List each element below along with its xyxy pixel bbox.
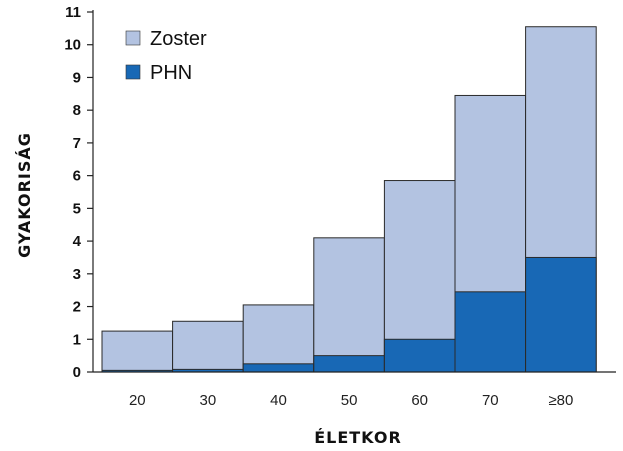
bars-group	[101, 26, 597, 373]
x-tick-label-0: 20	[129, 392, 146, 409]
x-tick-label-5: 70	[482, 392, 499, 409]
y-tick-label-4: 4	[73, 233, 82, 250]
bar-phn-6	[525, 256, 597, 373]
bar-phn-4	[383, 338, 456, 373]
bar-zoster-0	[101, 330, 174, 373]
x-tick-label-1: 30	[200, 392, 217, 409]
y-ticks-group: 0 1 2 3 4 5 6 7 8 9 10 11	[64, 4, 93, 381]
legend-swatch-phn	[125, 64, 141, 80]
y-tick-label-11: 11	[65, 4, 81, 21]
y-tick-label-3: 3	[73, 266, 81, 283]
x-tick-label-6: ≥80	[548, 392, 573, 409]
bar-zoster-3	[313, 237, 385, 373]
bar-phn-5	[454, 291, 527, 373]
y-tick-label-10: 10	[64, 37, 81, 54]
x-tick-label-4: 60	[411, 392, 428, 409]
y-tick-label-7: 7	[73, 135, 81, 152]
legend: Zoster PHN	[125, 28, 207, 84]
y-tick-label-9: 9	[73, 69, 81, 86]
x-tick-label-3: 50	[341, 392, 358, 409]
axes-group	[92, 10, 616, 373]
y-tick-label-2: 2	[73, 299, 81, 316]
bar-zoster-2	[242, 304, 315, 373]
x-tick-label-2: 40	[270, 392, 287, 409]
y-tick-label-5: 5	[73, 200, 81, 217]
bar-zoster-1	[172, 320, 244, 373]
y-tick-label-0: 0	[73, 364, 81, 381]
legend-label-zoster: Zoster	[150, 28, 207, 50]
legend-label-phn: PHN	[150, 62, 192, 84]
x-axis-title: ÉLETKOR	[314, 428, 402, 447]
bar-phn-3	[313, 355, 385, 373]
y-tick-label-6: 6	[73, 168, 81, 185]
bar-phn-2	[242, 363, 315, 373]
x-ticks-group: 20 30 40 50 60 70 ≥80	[129, 392, 573, 409]
y-axis-title: GYAKORISÁG	[15, 132, 34, 258]
y-tick-label-1: 1	[73, 331, 81, 348]
legend-swatch-zoster	[125, 30, 141, 46]
y-tick-label-8: 8	[73, 102, 81, 119]
